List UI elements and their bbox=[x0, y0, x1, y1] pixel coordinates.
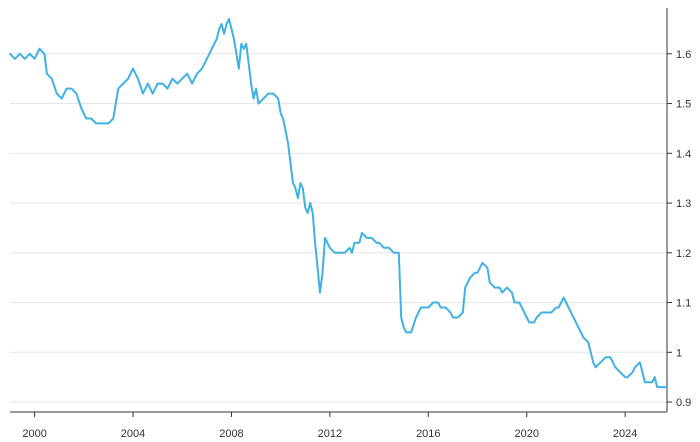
y-tick-label: 1 bbox=[676, 347, 682, 359]
x-tick-label: 2000 bbox=[22, 428, 46, 440]
x-tick-label: 2004 bbox=[121, 428, 145, 440]
y-tick-label: 0.9 bbox=[676, 397, 691, 409]
x-tick-label: 2008 bbox=[219, 428, 243, 440]
y-tick-label: 1.5 bbox=[676, 99, 691, 111]
y-tick-layer: 0.9 1 1.1 1.2 1.3 1.4 1.5 1.6 bbox=[667, 49, 691, 409]
x-tick-label: 2016 bbox=[416, 428, 440, 440]
series-line bbox=[9, 18, 668, 389]
y-tick-label: 1.3 bbox=[676, 198, 691, 210]
y-tick-label: 1.6 bbox=[676, 49, 691, 61]
y-tick-label: 1.2 bbox=[676, 248, 691, 260]
x-tick-label: 2012 bbox=[318, 428, 342, 440]
series-layer bbox=[9, 18, 668, 389]
x-tick-layer: 2000 2004 2008 2012 2016 2020 2024 bbox=[22, 412, 637, 440]
y-tick-label: 1.1 bbox=[676, 298, 691, 310]
y-tick-label: 1.4 bbox=[676, 148, 691, 160]
grid-layer bbox=[10, 53, 667, 403]
axis-layer bbox=[10, 8, 668, 413]
x-tick-label: 2020 bbox=[514, 428, 538, 440]
x-tick-label: 2024 bbox=[613, 428, 637, 440]
